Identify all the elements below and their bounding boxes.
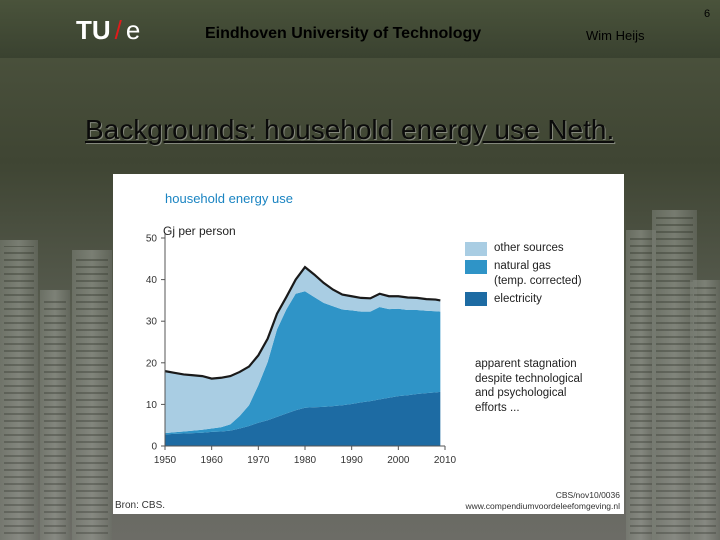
x-tick-label: 1990	[341, 455, 364, 466]
x-tick-label: 2010	[434, 455, 457, 466]
source-url: www.compendiumvoordeleefomgeving.nl	[465, 501, 621, 511]
legend-label-natural-gas: natural gas (temp. corrected)	[494, 260, 582, 287]
city-background	[0, 170, 720, 540]
y-tick-label: 40	[146, 275, 158, 286]
area-electricity	[165, 391, 441, 446]
logo-e: e	[125, 15, 141, 45]
y-axis-unit: Gj per person	[163, 224, 236, 238]
header-band	[0, 0, 720, 58]
y-tick-label: 30	[146, 317, 158, 328]
logo-slash: /	[114, 15, 122, 45]
legend-swatch-natural-gas	[465, 260, 487, 274]
y-tick-label: 50	[146, 234, 158, 245]
legend-swatch-electricity	[465, 292, 487, 306]
area-other-sources	[165, 267, 441, 434]
legend-label-electricity: electricity	[494, 293, 542, 305]
legend-label-other-sources: other sources	[494, 242, 564, 254]
y-tick-label: 0	[151, 442, 157, 453]
background-building	[72, 250, 112, 540]
slide-title: Backgrounds: household energy use Neth.	[85, 114, 615, 145]
x-tick-label: 2000	[387, 455, 410, 466]
background-building	[690, 280, 720, 540]
chart-title: household energy use	[165, 191, 293, 206]
background-building	[652, 210, 697, 540]
y-tick-label: 10	[146, 400, 158, 411]
area-chart: 0 10 20 30 40 50 1950 1960 1970 1980 1990 2000 2010	[146, 234, 457, 467]
x-tick-label: 1950	[154, 455, 177, 466]
chart-panel: household energy use Gj per person 0 10 20…	[113, 174, 624, 514]
author-name: Wim Heijs	[586, 28, 645, 43]
area-natural-gas	[165, 291, 441, 435]
source-credit: Bron: CBS.	[115, 500, 166, 511]
x-tick-label: 1980	[294, 455, 317, 466]
source-code: CBS/nov10/0036	[555, 490, 620, 500]
y-tick-label: 20	[146, 358, 158, 369]
x-tick-label: 1970	[247, 455, 270, 466]
logo-text: TU	[76, 15, 111, 45]
background-building	[40, 290, 70, 540]
total-line	[164, 265, 441, 380]
university-name: Eindhoven University of Technology	[205, 25, 482, 42]
x-tick-label: 1960	[201, 455, 224, 466]
tue-logo: TU / e	[76, 15, 140, 46]
background-building	[626, 230, 656, 540]
slide-number: 6	[704, 8, 711, 20]
background-building	[0, 240, 38, 540]
annotation-note: apparent stagnation despite technologica…	[475, 358, 583, 414]
legend-swatch-other-sources	[465, 242, 487, 256]
